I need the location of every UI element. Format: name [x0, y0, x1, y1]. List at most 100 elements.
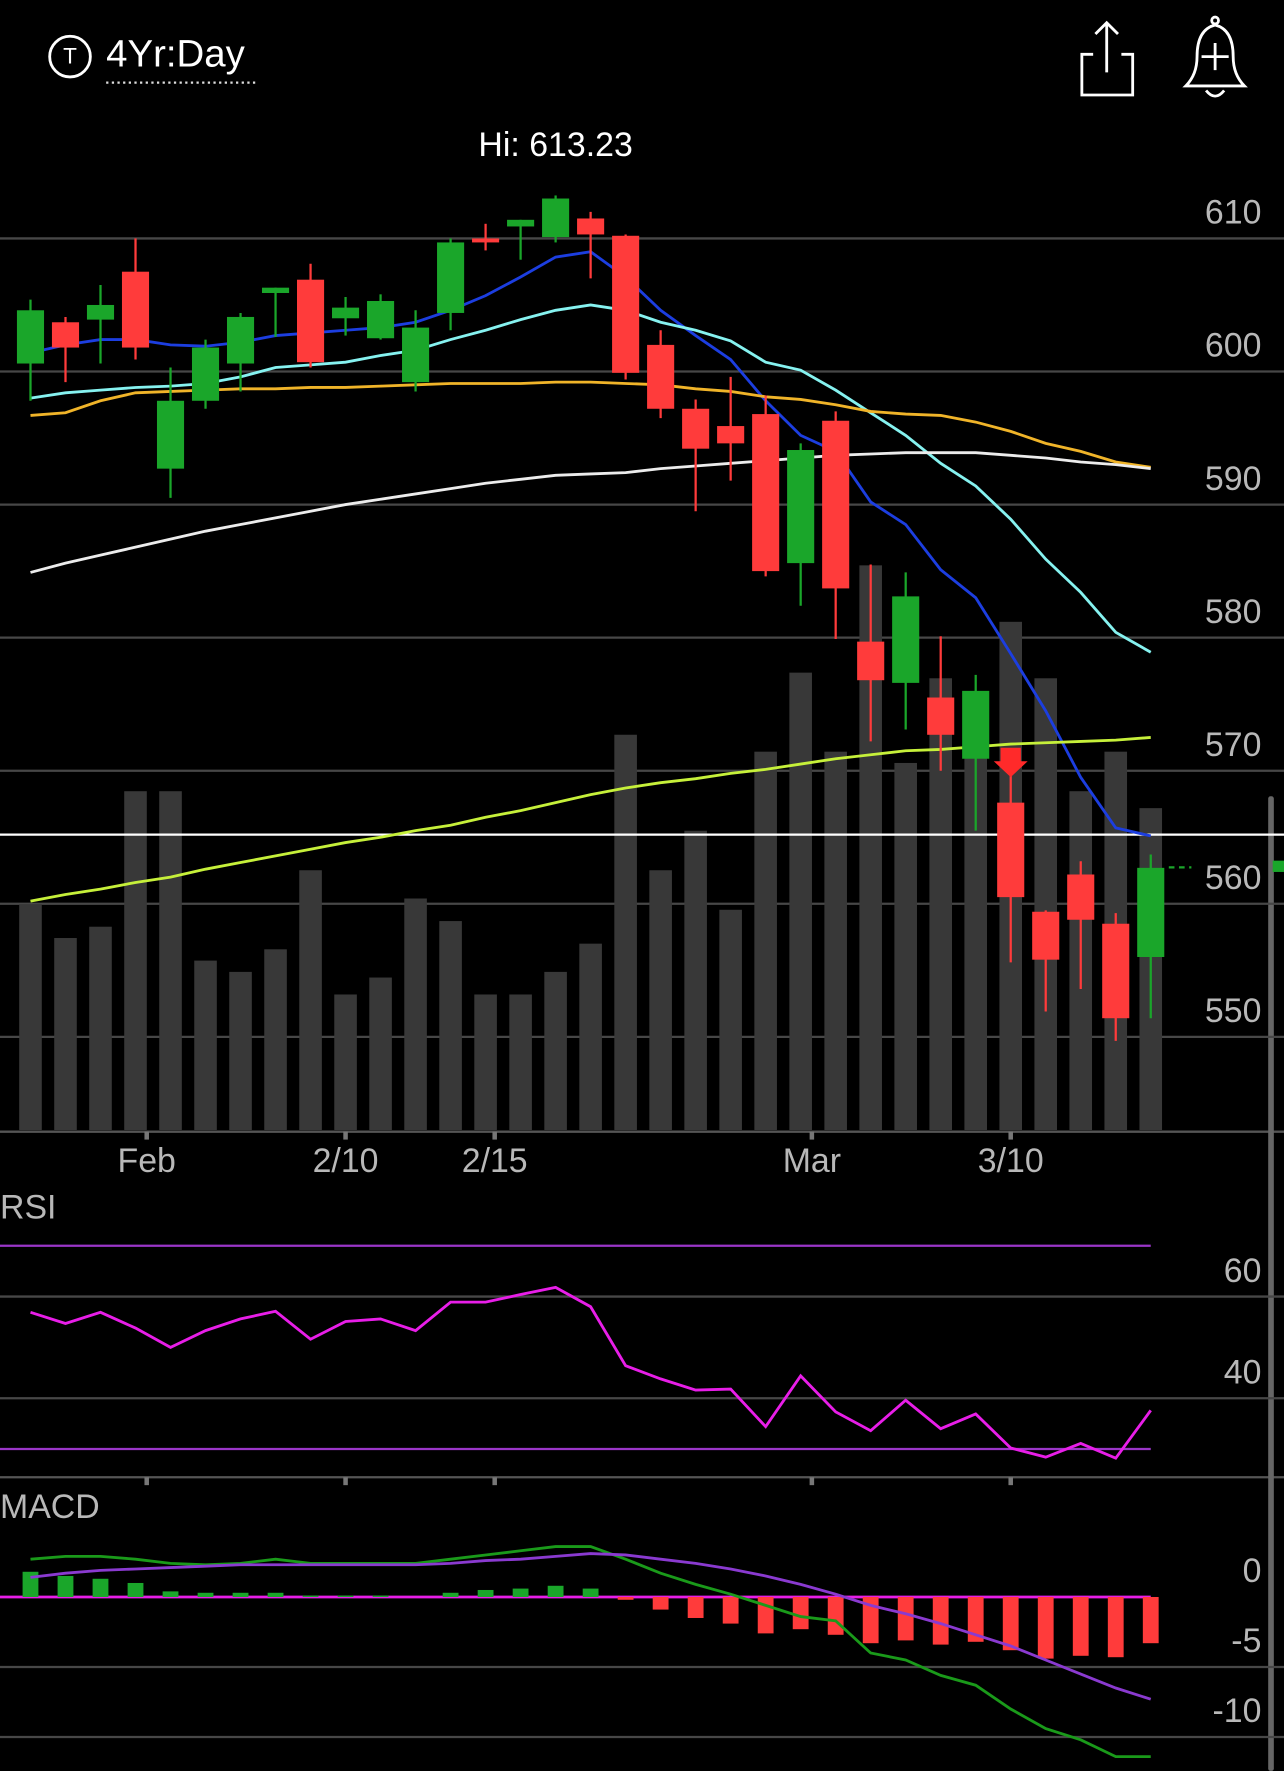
- bell-clapper: [1204, 89, 1226, 98]
- scrollbar[interactable]: [1268, 796, 1274, 1771]
- histogram-bar: [792, 1596, 809, 1630]
- share-button[interactable]: [1080, 20, 1135, 97]
- indicator-line: [30, 1285, 1152, 1460]
- histogram-bar: [92, 1578, 109, 1597]
- volume-bar: [824, 751, 847, 1130]
- histogram-bar: [1072, 1596, 1089, 1656]
- x-tick-label: 2/10: [313, 1142, 379, 1180]
- candle-body: [156, 400, 185, 469]
- badge-letter: T: [63, 44, 77, 69]
- alert-button[interactable]: [1182, 15, 1248, 98]
- histogram-bar: [1002, 1596, 1019, 1651]
- candle-body: [51, 322, 80, 348]
- x-tick-label: 2/15: [462, 1142, 528, 1180]
- volume-bar: [754, 751, 777, 1130]
- y-tick-label: 560: [1205, 859, 1262, 897]
- bell-top: [1210, 15, 1220, 26]
- candle-body: [226, 316, 255, 364]
- candle-body: [787, 450, 815, 564]
- volume-bar: [404, 898, 427, 1130]
- candle-body: [612, 235, 640, 373]
- histogram-bar: [827, 1596, 844, 1635]
- candle-body: [1137, 867, 1165, 958]
- volume-bar: [334, 994, 357, 1130]
- histogram-bar: [862, 1596, 879, 1644]
- high-annotation: Hi: 613.23: [478, 126, 632, 164]
- histogram-bar: [897, 1596, 914, 1641]
- histogram-bar: [477, 1589, 494, 1597]
- y-tick-label: 0: [1243, 1552, 1262, 1590]
- panel-title: RSI: [0, 1189, 56, 1227]
- x-tick-label: 3/10: [978, 1142, 1044, 1180]
- volume-bar: [509, 994, 532, 1130]
- indicator-line: [30, 451, 1151, 574]
- volume-bar: [614, 734, 637, 1130]
- candle-body: [261, 287, 290, 293]
- candle-body: [892, 596, 920, 683]
- volume-bar: [54, 938, 77, 1130]
- share-arrow: [1094, 20, 1119, 73]
- histogram-bar: [512, 1588, 529, 1597]
- volume-bar: [684, 830, 707, 1130]
- histogram-bar: [127, 1582, 144, 1597]
- indicator-line: [30, 1552, 1152, 1701]
- histogram-bar: [442, 1592, 459, 1597]
- candle-body: [682, 408, 710, 449]
- histogram-bar: [932, 1596, 949, 1645]
- candle-body: [507, 219, 535, 227]
- candle-body: [962, 690, 990, 759]
- x-tick-label: Feb: [118, 1142, 176, 1180]
- volume-bar: [124, 791, 147, 1130]
- candle-body: [297, 279, 325, 363]
- volume-bar: [369, 977, 392, 1130]
- histogram-bar: [967, 1596, 984, 1642]
- histogram-bar: [337, 1595, 354, 1597]
- candle-body: [997, 802, 1025, 898]
- y-tick-label: 40: [1224, 1353, 1262, 1391]
- candle-body: [121, 271, 150, 348]
- volume-bar: [229, 971, 252, 1130]
- volume-bar: [894, 762, 917, 1130]
- histogram-bar: [547, 1585, 564, 1597]
- histogram-bar: [1107, 1596, 1124, 1658]
- volume-bar: [439, 921, 462, 1130]
- histogram-bar: [57, 1575, 74, 1597]
- volume-bar: [474, 994, 497, 1130]
- histogram-bar: [162, 1591, 179, 1597]
- histogram-bar: [1142, 1596, 1159, 1644]
- symbol-badge[interactable]: T: [48, 34, 92, 79]
- histogram-bar: [1037, 1596, 1054, 1659]
- volume-bar: [579, 943, 602, 1130]
- histogram-bar: [582, 1588, 599, 1597]
- volume-bar: [1034, 678, 1058, 1130]
- x-tick-label: Mar: [783, 1142, 841, 1180]
- histogram-bar: [687, 1596, 704, 1618]
- y-tick-label: 60: [1224, 1252, 1262, 1290]
- candle-body: [332, 307, 360, 319]
- volume-bar: [89, 926, 112, 1130]
- y-tick-label: -5: [1231, 1622, 1261, 1660]
- candle-body: [927, 697, 955, 735]
- volume-bar: [859, 565, 882, 1130]
- panel-title: MACD: [0, 1488, 100, 1526]
- y-tick-label: -10: [1212, 1692, 1261, 1730]
- volume-bar: [19, 904, 42, 1130]
- histogram-bar: [652, 1596, 669, 1610]
- candle-body: [16, 310, 45, 364]
- histogram-bar: [267, 1592, 284, 1597]
- candle-body: [1032, 911, 1060, 960]
- histogram-bar: [197, 1592, 214, 1597]
- histogram-bar: [372, 1595, 389, 1597]
- y-tick-label: 580: [1205, 593, 1262, 631]
- range-selector[interactable]: 4Yr:Day: [106, 33, 245, 76]
- y-tick-label: 590: [1205, 460, 1262, 498]
- candle-body: [1102, 923, 1130, 1019]
- share-box: [1080, 52, 1135, 97]
- histogram-bar: [302, 1595, 319, 1597]
- candle-body: [822, 420, 850, 589]
- volume-bar: [264, 949, 287, 1130]
- y-tick-label: 600: [1205, 327, 1262, 365]
